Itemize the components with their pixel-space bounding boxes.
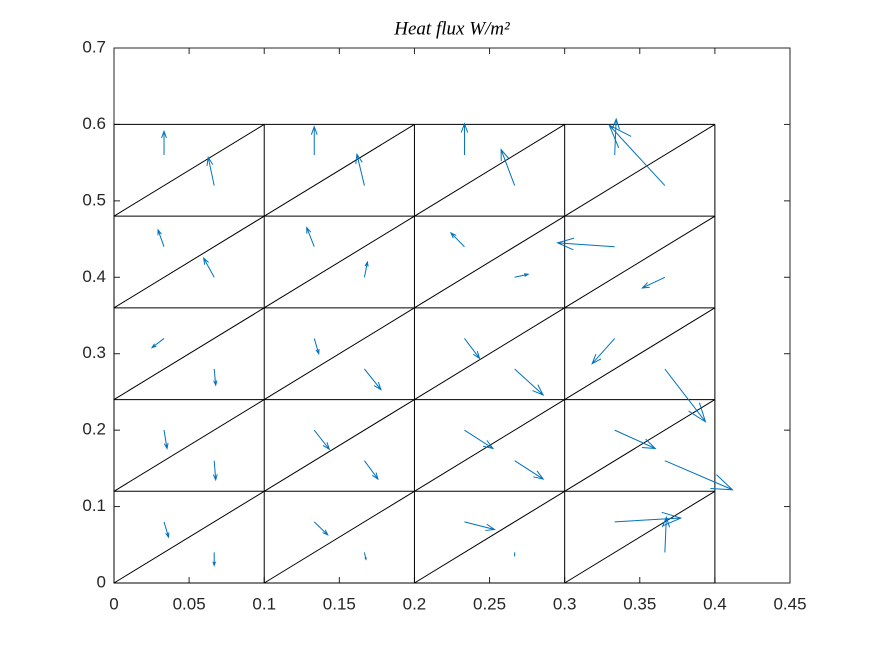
y-tick-label: 0.4 bbox=[82, 267, 106, 286]
arrow bbox=[364, 368, 382, 391]
mesh-diagonal bbox=[414, 215, 565, 309]
mesh-diagonal bbox=[414, 307, 565, 400]
x-tick-label: 0.25 bbox=[473, 594, 506, 613]
mesh-diagonal bbox=[564, 399, 716, 492]
arrow bbox=[202, 256, 215, 278]
mesh-diagonal bbox=[414, 124, 565, 217]
arrow bbox=[664, 368, 707, 423]
arrow bbox=[514, 368, 545, 396]
x-tick-label: 0 bbox=[109, 594, 118, 613]
mesh-diagonal bbox=[564, 307, 716, 400]
x-tick-label: 0.4 bbox=[703, 594, 727, 613]
arrow bbox=[664, 460, 734, 491]
x-tick-label: 0.45 bbox=[773, 594, 806, 613]
arrow bbox=[150, 338, 165, 349]
mesh-diagonal bbox=[263, 490, 415, 584]
x-tick-label: 0.3 bbox=[553, 594, 577, 613]
arrow bbox=[355, 152, 365, 186]
arrow bbox=[661, 515, 671, 553]
x-tick-label: 0.05 bbox=[173, 594, 206, 613]
x-tick-label: 0.2 bbox=[403, 594, 427, 613]
arrow bbox=[163, 521, 170, 539]
x-tick-label: 0.1 bbox=[252, 594, 276, 613]
mesh-diagonal bbox=[113, 307, 265, 400]
mesh-diagonal bbox=[564, 215, 716, 309]
mesh-diagonal bbox=[564, 124, 716, 217]
arrow bbox=[464, 338, 481, 360]
mesh-diagonal bbox=[113, 490, 265, 584]
arrow bbox=[500, 148, 516, 186]
arrow bbox=[313, 521, 329, 536]
arrow bbox=[310, 125, 318, 155]
arrow bbox=[460, 122, 469, 155]
y-tick-label: 0.5 bbox=[82, 190, 106, 209]
mesh-diagonal bbox=[263, 399, 415, 492]
mesh-diagonal bbox=[263, 215, 415, 309]
arrow bbox=[364, 460, 379, 481]
arrow bbox=[641, 276, 666, 289]
arrow bbox=[591, 338, 616, 365]
y-tick-label: 0.3 bbox=[82, 343, 106, 362]
arrow bbox=[464, 521, 496, 531]
arrow bbox=[513, 552, 516, 557]
y-tick-label: 0.6 bbox=[82, 114, 106, 133]
mesh-diagonal bbox=[564, 490, 716, 584]
y-tick-label: 0.7 bbox=[82, 37, 106, 56]
y-tick-label: 0 bbox=[97, 572, 106, 591]
arrow bbox=[363, 260, 369, 278]
arrow bbox=[213, 368, 218, 387]
arrow bbox=[313, 429, 331, 451]
arrow bbox=[614, 511, 683, 527]
arrow bbox=[449, 231, 465, 248]
arrow bbox=[614, 429, 657, 450]
mesh-diagonal bbox=[113, 215, 265, 309]
arrow bbox=[212, 552, 217, 567]
arrow bbox=[306, 226, 315, 247]
arrow bbox=[556, 237, 615, 251]
x-tick-label: 0.15 bbox=[323, 594, 356, 613]
mesh-diagonal bbox=[113, 124, 265, 217]
arrow bbox=[161, 129, 167, 155]
mesh-diagonal bbox=[113, 399, 265, 492]
mesh-diagonal bbox=[414, 399, 565, 492]
arrow bbox=[163, 430, 169, 450]
arrow bbox=[157, 228, 165, 247]
mesh-diagonal bbox=[414, 490, 565, 584]
y-tick-label: 0.1 bbox=[82, 496, 106, 515]
mesh-diagonal bbox=[263, 124, 415, 217]
arrow bbox=[514, 273, 530, 278]
x-tick-label: 0.35 bbox=[623, 594, 656, 613]
arrow bbox=[363, 552, 367, 561]
arrow bbox=[313, 338, 320, 356]
chart-title: Heat flux W/m² bbox=[393, 18, 510, 39]
arrow bbox=[611, 117, 620, 156]
arrow bbox=[514, 460, 545, 480]
arrow bbox=[212, 460, 218, 482]
arrow bbox=[206, 155, 215, 186]
arrow bbox=[464, 429, 495, 450]
y-tick-label: 0.2 bbox=[82, 420, 106, 439]
mesh-diagonal bbox=[263, 307, 415, 400]
